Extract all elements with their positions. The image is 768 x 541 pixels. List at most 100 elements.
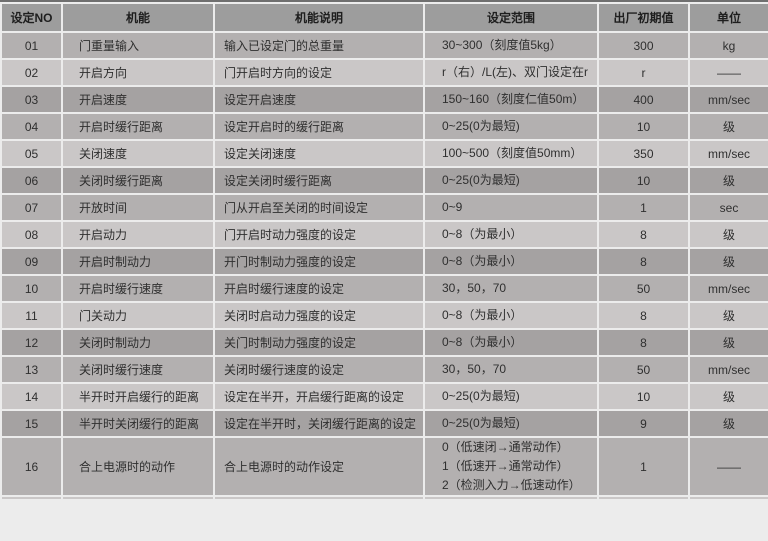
- cell-unit: 级: [688, 382, 768, 411]
- table-row: 11 门关动力 关闭时启动力强度的设定 0~8（为最小） 8 级: [0, 301, 768, 330]
- table-body: 01 门重量输入 输入已设定门的总重量 30~300（刻度值5kg） 300 k…: [0, 31, 768, 499]
- table-row: 15 半开时关闭缓行的距离 设定在半开时，关闭缓行距离的设定 0~25(0为最短…: [0, 409, 768, 438]
- cell-setting-range: 0（低速闭→通常动作） 1（低速开→通常动作） 2（检测入力→低速动作）: [423, 436, 599, 497]
- cell-description: 关闭时缓行速度的设定: [213, 355, 425, 384]
- header-factory-default: 出厂初期值: [597, 2, 690, 33]
- cell-setting-no: 05: [0, 139, 63, 168]
- cell-unit: 级: [688, 301, 768, 330]
- cell-factory-default: 10: [597, 382, 690, 411]
- cell-function: 关闭速度: [61, 139, 215, 168]
- header-setting-range: 设定范围: [423, 2, 599, 33]
- cell-function: 半开时开启缓行的距离: [61, 382, 215, 411]
- cell-setting-no: 15: [0, 409, 63, 438]
- cell-setting-range: 0~25(0为最短): [423, 409, 599, 438]
- table-row: 12 关闭时制动力 关门时制动力强度的设定 0~8（为最小） 8 级: [0, 328, 768, 357]
- cell-function: 关闭时缓行速度: [61, 355, 215, 384]
- cell-description: 开启时缓行速度的设定: [213, 274, 425, 303]
- cell-factory-default: 1: [597, 436, 690, 497]
- cell-factory-default: 400: [597, 85, 690, 114]
- table-row: 03 开启速度 设定开启速度 150~160（刻度仁值50m） 400 mm/s…: [0, 85, 768, 114]
- cell-function: 门关动力: [61, 301, 215, 330]
- cell-setting-no: 04: [0, 112, 63, 141]
- cell-unit: 级: [688, 328, 768, 357]
- cell-unit: mm/sec: [688, 139, 768, 168]
- table-row: 08 开启动力 门开启时动力强度的设定 0~8（为最小） 8 级: [0, 220, 768, 249]
- table-row: 02 开启方向 门开启时方向的设定 r（右）/L(左)、双门设定在r r ——: [0, 58, 768, 87]
- cell-factory-default: 10: [597, 166, 690, 195]
- table-row: 13 关闭时缓行速度 关闭时缓行速度的设定 30，50，70 50 mm/sec: [0, 355, 768, 384]
- cell-setting-range: 0~8（为最小）: [423, 328, 599, 357]
- cell-description: 设定开启时的缓行距离: [213, 112, 425, 141]
- cell-function: 关闭时制动力: [61, 328, 215, 357]
- table-row: 14 半开时开启缓行的距离 设定在半开，开启缓行距离的设定 0~25(0为最短)…: [0, 382, 768, 411]
- cell-description: 设定关闭速度: [213, 139, 425, 168]
- settings-table: 设定NO 机能 机能说明 设定范围 出厂初期值 单位 01 门重量输入 输入已设…: [0, 2, 768, 499]
- cell-function: 开启速度: [61, 85, 215, 114]
- cell-function: 开启动力: [61, 220, 215, 249]
- cell-setting-no: 10: [0, 274, 63, 303]
- cell-setting-range: 30，50，70: [423, 355, 599, 384]
- cell-setting-no: 02: [0, 58, 63, 87]
- cell-setting-no: 14: [0, 382, 63, 411]
- cell-function: 半开时关闭缓行的距离: [61, 409, 215, 438]
- header-unit: 单位: [688, 2, 768, 33]
- cell-setting-range: 0~25(0为最短): [423, 112, 599, 141]
- cell-setting-no: 11: [0, 301, 63, 330]
- partial-row: [0, 495, 768, 499]
- cell-setting-no: 01: [0, 31, 63, 60]
- cell-description: 设定在半开，开启缓行距离的设定: [213, 382, 425, 411]
- cell-description: 设定在半开时，关闭缓行距离的设定: [213, 409, 425, 438]
- cell-description: 关闭时启动力强度的设定: [213, 301, 425, 330]
- cell-factory-default: r: [597, 58, 690, 87]
- cell-factory-default: 1: [597, 193, 690, 222]
- cell-unit: mm/sec: [688, 274, 768, 303]
- cell-unit: 级: [688, 112, 768, 141]
- cell-factory-default: 8: [597, 328, 690, 357]
- cell-setting-no: 12: [0, 328, 63, 357]
- cell-factory-default: 8: [597, 301, 690, 330]
- cell-function: 开启方向: [61, 58, 215, 87]
- cell-setting-range: 30~300（刻度值5kg）: [423, 31, 599, 60]
- cell-description: 门开启时动力强度的设定: [213, 220, 425, 249]
- cell-function: 开启时缓行距离: [61, 112, 215, 141]
- table-row: 05 关闭速度 设定关闭速度 100~500（刻度值50mm） 350 mm/s…: [0, 139, 768, 168]
- table-row: 01 门重量输入 输入已设定门的总重量 30~300（刻度值5kg） 300 k…: [0, 31, 768, 60]
- cell-function: 门重量输入: [61, 31, 215, 60]
- cell-unit: 级: [688, 220, 768, 249]
- cell-description: 输入已设定门的总重量: [213, 31, 425, 60]
- cell-function: 合上电源时的动作: [61, 436, 215, 497]
- cell-unit: mm/sec: [688, 85, 768, 114]
- cell-factory-default: 350: [597, 139, 690, 168]
- cell-setting-range: 0~25(0为最短): [423, 166, 599, 195]
- header-function-description: 机能说明: [213, 2, 425, 33]
- cell-factory-default: 8: [597, 247, 690, 276]
- cell-unit: kg: [688, 31, 768, 60]
- table-row: 10 开启时缓行速度 开启时缓行速度的设定 30，50，70 50 mm/sec: [0, 274, 768, 303]
- cell-description: 合上电源时的动作设定: [213, 436, 425, 497]
- cell-setting-no: 08: [0, 220, 63, 249]
- header-function: 机能: [61, 2, 215, 33]
- cell-setting-range: 0~25(0为最短): [423, 382, 599, 411]
- cell-unit: mm/sec: [688, 355, 768, 384]
- cell-setting-range: 100~500（刻度值50mm）: [423, 139, 599, 168]
- cell-setting-no: 06: [0, 166, 63, 195]
- table-row: 07 开放时间 门从开启至关闭的时间设定 0~9 1 sec: [0, 193, 768, 222]
- cell-description: 门从开启至关闭的时间设定: [213, 193, 425, 222]
- header-setting-no: 设定NO: [0, 2, 63, 33]
- cell-factory-default: 50: [597, 274, 690, 303]
- cell-setting-range: 0~9: [423, 193, 599, 222]
- cell-description: 门开启时方向的设定: [213, 58, 425, 87]
- cell-setting-no: 16: [0, 436, 63, 497]
- cell-setting-range: 30，50，70: [423, 274, 599, 303]
- cell-factory-default: 8: [597, 220, 690, 249]
- cell-setting-no: 09: [0, 247, 63, 276]
- cell-setting-range: 0~8（为最小）: [423, 220, 599, 249]
- cell-unit: 级: [688, 409, 768, 438]
- table-row: 04 开启时缓行距离 设定开启时的缓行距离 0~25(0为最短) 10 级: [0, 112, 768, 141]
- cell-setting-range: 0~8（为最小）: [423, 247, 599, 276]
- cell-factory-default: 10: [597, 112, 690, 141]
- cell-setting-no: 13: [0, 355, 63, 384]
- cell-factory-default: 300: [597, 31, 690, 60]
- cell-setting-no: 07: [0, 193, 63, 222]
